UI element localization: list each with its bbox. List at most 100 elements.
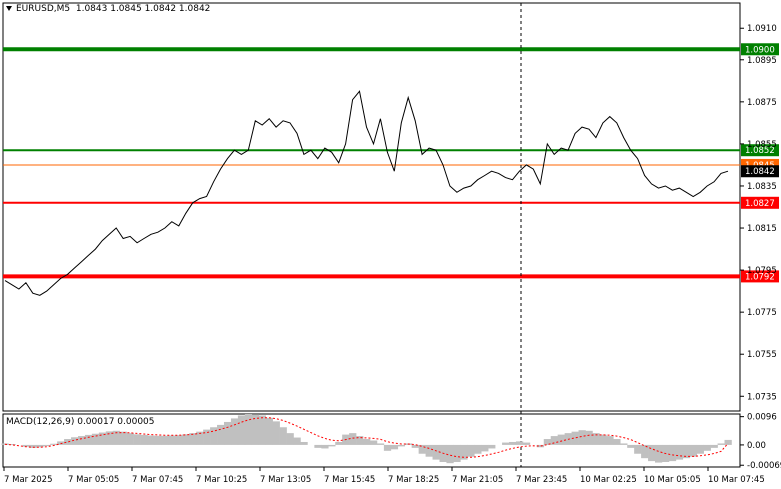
price-tick-label: 1.0835 [747, 182, 777, 192]
symbol-label: EURUSD,M5 [16, 4, 71, 14]
macd-histogram-bar [578, 430, 586, 445]
macd-histogram-bar [112, 430, 121, 445]
macd-histogram-bar [717, 443, 725, 445]
price-tick-label: 1.0735 [747, 392, 777, 402]
macd-histogram-bar [641, 444, 649, 459]
level-label-text: 1.0852 [745, 146, 775, 156]
macd-histogram-bar [22, 444, 30, 447]
macd-histogram-bar [585, 430, 593, 445]
price-series-line [4, 90, 729, 296]
macd-histogram-bar [328, 444, 336, 447]
macd-histogram-bar [363, 439, 371, 445]
price-panel-frame [2, 2, 741, 412]
level-label-text: 1.0792 [745, 272, 775, 282]
level-label-box [741, 196, 779, 209]
macd-histogram-bar [223, 421, 232, 445]
macd-histogram-bar [703, 444, 711, 451]
price-tick-label: 1.0815 [747, 224, 777, 234]
macd-histogram-bar [460, 444, 468, 460]
macd-histogram-bar [425, 444, 433, 457]
macd-histogram-bar [620, 443, 628, 445]
macd-tick-label: -0.00069 [747, 461, 781, 471]
macd-histogram-bar [29, 444, 37, 448]
macd-histogram-bar [321, 444, 329, 449]
price-tick-label: 1.0755 [747, 350, 777, 360]
macd-tick-label: 0.00 [747, 441, 766, 451]
macd-histogram-bar [196, 431, 204, 445]
macd-histogram-bar [126, 433, 134, 445]
macd-histogram-bar [668, 444, 677, 462]
macd-histogram-bar [606, 436, 614, 445]
price-tick-label: 1.0855 [747, 140, 777, 150]
chart-title: EURUSD,M5 1.0843 1.0845 1.0842 1.0842 [6, 4, 210, 14]
macd-histogram-bar [8, 444, 16, 445]
level-label-text: 1.0900 [745, 45, 775, 55]
macd-histogram-bar [536, 444, 545, 448]
macd-histogram-bar [376, 443, 385, 445]
macd-histogram-bar [349, 433, 357, 445]
macd-histogram-bar [71, 437, 79, 445]
macd-histogram-bar [230, 418, 239, 445]
macd-histogram-bar [98, 432, 107, 445]
macd-histogram-bar [613, 439, 621, 445]
macd-tick-label: 0.0096 [747, 413, 777, 423]
price-tick-label: 1.0875 [747, 98, 777, 108]
level-label-box [741, 270, 779, 283]
time-tick-label: 7 Mar 18:25 [388, 475, 439, 485]
macd-histogram-bar [286, 433, 294, 445]
price-tick-label: 1.0775 [747, 308, 777, 318]
macd-histogram-bar [168, 435, 176, 445]
macd-histogram-bar [467, 444, 475, 457]
macd-histogram-bar [682, 444, 691, 459]
macd-histogram-bar [515, 441, 524, 445]
macd-histogram-bar [244, 414, 253, 445]
collapse-triangle-icon[interactable] [6, 6, 12, 11]
macd-histogram-bar [203, 429, 211, 445]
level-label-text: 1.0827 [745, 199, 775, 209]
macd-histogram-bar [474, 444, 482, 454]
macd-histogram-bar [50, 443, 58, 445]
macd-histogram-bar [84, 434, 93, 445]
macd-histogram-bar [43, 444, 51, 447]
macd-histogram-bar [369, 440, 378, 445]
macd-histogram-bar [432, 444, 440, 460]
macd-histogram-bar [356, 436, 364, 445]
level-label-text: 1.0842 [745, 167, 775, 177]
ohlc-values: 1.0843 1.0845 1.0842 1.0842 [75, 4, 211, 14]
macd-histogram-bar [383, 444, 392, 451]
macd-histogram-bar [36, 444, 44, 448]
macd-histogram-bar [557, 434, 565, 445]
macd-histogram-bar [418, 444, 426, 454]
macd-histogram-bar [648, 444, 656, 462]
macd-histogram-bar [397, 444, 406, 447]
macd-histogram-bar [300, 441, 308, 445]
macd-histogram-bar [161, 435, 169, 445]
time-tick-label: 7 Mar 21:05 [452, 475, 503, 485]
macd-histogram-bar [119, 431, 127, 445]
macd-histogram-bar [258, 415, 266, 445]
macd-histogram-bar [77, 436, 86, 445]
macd-histogram-bar [543, 439, 552, 445]
macd-histogram-bar [175, 435, 183, 445]
macd-histogram-bar [571, 431, 579, 445]
time-tick-label: 10 Mar 05:05 [644, 475, 701, 485]
time-tick-label: 7 Mar 13:05 [260, 475, 311, 485]
level-label-box [741, 144, 779, 157]
macd-histogram-bar [265, 417, 273, 445]
macd-histogram-bar [293, 437, 301, 445]
time-tick-label: 7 Mar 15:45 [324, 475, 375, 485]
macd-histogram-bar [689, 444, 698, 457]
macd-histogram-bar [64, 439, 72, 445]
macd-histogram-bar [627, 444, 635, 448]
time-tick-label: 7 Mar 2025 [4, 475, 52, 485]
macd-histogram-bar [279, 427, 287, 445]
macd-histogram-bar [272, 421, 280, 445]
macd-histogram-bar [710, 444, 718, 448]
macd-histogram-bar [105, 431, 114, 445]
macd-histogram-bar [655, 444, 663, 463]
macd-histogram-bar [91, 433, 100, 445]
macd-histogram-bar [217, 424, 225, 445]
macd-histogram-bar [237, 415, 246, 445]
macd-histogram-bar [314, 444, 322, 448]
